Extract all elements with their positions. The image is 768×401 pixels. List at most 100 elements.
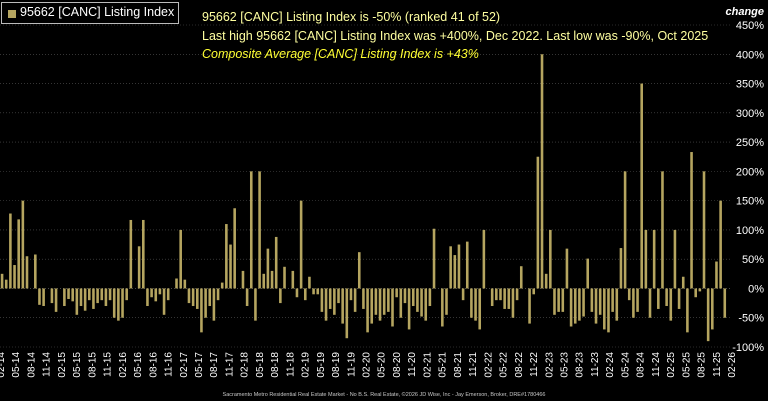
- bar: [362, 288, 365, 309]
- x-tick-label: 11-14: [42, 352, 53, 377]
- headline-current: 95662 [CANC] Listing Index is -50% (rank…: [202, 10, 501, 24]
- bar: [648, 288, 652, 318]
- legend: 95662 [CANC] Listing Index: [1, 2, 179, 24]
- bar: [308, 276, 311, 289]
- bar: [83, 288, 87, 311]
- bar: [611, 288, 614, 312]
- bar: [17, 219, 20, 289]
- bar: [279, 288, 282, 304]
- bar: [142, 219, 145, 289]
- y-tick-label: 0%: [748, 283, 764, 295]
- bar: [374, 288, 378, 315]
- bar: [578, 288, 581, 321]
- bar: [586, 258, 589, 289]
- bar: [432, 228, 436, 289]
- x-tick-label: 11-24: [651, 352, 662, 377]
- bar: [395, 288, 398, 298]
- bar: [245, 288, 249, 307]
- bar: [507, 288, 511, 309]
- bar: [565, 248, 569, 289]
- bar: [220, 282, 224, 289]
- legend-swatch: [8, 10, 16, 18]
- bar: [108, 288, 112, 301]
- x-tick-label: 08-15: [87, 352, 98, 378]
- bar: [54, 288, 58, 312]
- bar: [582, 288, 585, 317]
- bar: [669, 288, 673, 321]
- x-tick-label: 02-22: [483, 352, 494, 378]
- x-tick-label: 02-23: [544, 352, 555, 378]
- bar: [366, 288, 369, 333]
- x-tick-label: 05-19: [316, 352, 327, 378]
- bar: [96, 288, 99, 304]
- x-tick-label: 08-20: [392, 352, 403, 378]
- x-tick-label: 08-22: [514, 352, 525, 378]
- bar: [208, 288, 212, 307]
- bar: [104, 288, 108, 307]
- bar: [540, 54, 544, 289]
- x-tick-label: 11-25: [712, 352, 723, 377]
- bar: [681, 276, 685, 289]
- bar: [88, 288, 91, 301]
- x-tick-label: 11-15: [103, 352, 114, 377]
- x-tick-label: 02-24: [605, 352, 616, 378]
- bar: [590, 288, 594, 312]
- bar: [254, 288, 257, 321]
- legend-label: 95662 [CANC] Listing Index: [20, 5, 175, 19]
- bar: [544, 273, 548, 289]
- y-tick-label: -100%: [732, 342, 764, 354]
- bar: [478, 288, 482, 330]
- bar: [424, 288, 428, 321]
- bar: [528, 288, 531, 324]
- bar: [607, 288, 610, 333]
- bar: [387, 288, 390, 312]
- bar: [519, 266, 523, 289]
- bar: [187, 288, 191, 304]
- bar: [100, 288, 104, 301]
- bar: [445, 288, 448, 315]
- bar: [50, 288, 54, 304]
- bar: [283, 266, 286, 289]
- y-tick-label: 300%: [736, 108, 764, 120]
- bar: [420, 288, 423, 317]
- bar: [715, 261, 718, 289]
- bar: [698, 288, 702, 292]
- bar: [162, 288, 166, 315]
- bar: [349, 288, 353, 301]
- bar: [441, 288, 444, 327]
- bar: [370, 288, 374, 324]
- bar: [328, 288, 332, 309]
- bar: [341, 288, 344, 324]
- bar: [382, 288, 386, 315]
- bar: [291, 270, 295, 289]
- bar: [249, 171, 253, 289]
- bar: [183, 279, 187, 289]
- bar: [312, 288, 315, 295]
- x-tick-label: 08-14: [26, 352, 37, 378]
- bar: [13, 265, 16, 289]
- bar: [34, 254, 37, 289]
- bar: [200, 288, 203, 333]
- x-tick-label: 05-21: [438, 352, 449, 378]
- y-tick-label: 350%: [736, 79, 764, 91]
- x-tick-label: 08-16: [148, 352, 159, 378]
- bar: [345, 288, 349, 339]
- bar: [532, 288, 536, 295]
- bar: [129, 219, 133, 289]
- x-tick-label: 11-23: [590, 352, 601, 377]
- bar: [121, 288, 124, 318]
- bar: [569, 288, 573, 327]
- bar: [233, 208, 236, 289]
- bar: [661, 171, 664, 289]
- x-tick-label: 05-15: [72, 352, 83, 378]
- bar: [594, 288, 598, 324]
- bar: [258, 171, 261, 289]
- bar: [461, 288, 465, 301]
- bar: [636, 288, 639, 312]
- bar: [416, 288, 419, 312]
- bar: [706, 288, 710, 342]
- bar: [536, 156, 540, 289]
- bar: [38, 288, 41, 305]
- bar: [557, 288, 560, 312]
